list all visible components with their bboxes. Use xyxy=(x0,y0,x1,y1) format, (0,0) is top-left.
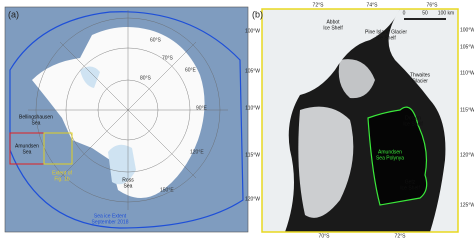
place-label: Ice Shelf xyxy=(323,25,343,31)
sea-ice-label: September 2018 xyxy=(92,219,129,225)
place-labels: BellingshausenSeaAmundsenSeaRossSeaExten… xyxy=(15,114,134,225)
panel-a: (a) 60°S 70°S 80°S 90°E 120°E 150°E 60°E Belli… xyxy=(4,6,249,233)
fig1b-extent-box xyxy=(43,132,73,165)
right-tick-label: 115°W xyxy=(460,107,474,113)
scale-label: 100 km xyxy=(438,10,454,16)
graticule-label: 60°S xyxy=(150,37,162,43)
top-tick-label: 74°S xyxy=(367,2,379,8)
graticule-label: 80°S xyxy=(140,75,152,81)
place-label: Dotson xyxy=(405,115,421,121)
graticule-label: 90°E xyxy=(196,105,208,111)
place-label: Thwaites xyxy=(410,72,431,78)
right-tick-label: 105°W xyxy=(460,44,474,50)
graticule-labels: 60°S 70°S 80°S 90°E 120°E 150°E 60°E xyxy=(140,37,208,193)
bottom-tick-label: 70°S xyxy=(319,233,331,239)
panel-label: (b) xyxy=(252,9,263,19)
graticule-label: 60°E xyxy=(185,67,197,73)
place-label: Pine Island Glacier xyxy=(365,29,407,35)
left-tick-label: 105°W xyxy=(245,68,260,74)
scale-label: 50 xyxy=(422,10,428,16)
top-tick-label: 76°S xyxy=(427,2,439,8)
place-label: Amundsen xyxy=(15,143,39,149)
sea-ice-extent-line xyxy=(9,11,244,229)
ice-shelf xyxy=(80,66,100,88)
right-tick-label: 110°W xyxy=(460,70,474,76)
graticule-label: 150°E xyxy=(160,187,174,193)
graticule-label: 120°E xyxy=(190,149,204,155)
place-label: Sea xyxy=(124,183,133,189)
left-tick-label: 115°W xyxy=(245,152,260,158)
place-label: Sea xyxy=(23,149,32,155)
ice xyxy=(262,9,458,232)
place-label: Ross xyxy=(122,177,134,183)
place-label: Getz xyxy=(405,179,416,185)
place-label: Sea xyxy=(32,120,41,126)
place-label: Ice Shelf xyxy=(376,35,396,41)
extent-label: Extent of xyxy=(52,170,72,176)
panel-b: (b) 72°S 74°S 76°S 70°S 72°S 100°W 105°W 110°W 1… xyxy=(245,2,474,239)
polynya-label: Amundsen xyxy=(378,149,402,155)
left-tick-label: 120°W xyxy=(245,196,260,202)
place-label: Glacier xyxy=(412,78,428,84)
scale-label: 0 xyxy=(403,10,406,16)
place-label: Abbot xyxy=(326,19,340,25)
ross-ice-shelf xyxy=(108,144,136,185)
left-tick-label: 110°W xyxy=(245,105,260,111)
panel-label: (a) xyxy=(8,9,19,19)
bottom-tick-label: 72°S xyxy=(395,233,407,239)
place-label: Bellingshausen xyxy=(19,114,53,120)
graticule-label: 70°S xyxy=(162,55,174,61)
extent-label: Fig. 1b xyxy=(54,176,70,182)
right-tick-label: 120°W xyxy=(460,152,474,158)
top-tick-label: 72°S xyxy=(313,2,325,8)
panel-frame xyxy=(261,8,459,233)
right-tick-label: 125°W xyxy=(460,202,474,208)
left-tick-label: 100°W xyxy=(245,28,260,34)
panel-b-labels: 72°S 74°S 76°S 70°S 72°S 100°W 105°W 110°W 115°W… xyxy=(245,2,474,239)
antarctica xyxy=(32,26,205,199)
graticule xyxy=(28,10,228,210)
right-tick-label: 100°W xyxy=(460,27,474,33)
polynya xyxy=(367,106,428,206)
place-label: Ice Shelf xyxy=(403,121,423,127)
place-label: Ice Shelf xyxy=(400,185,420,191)
sea-ice-label: Sea ice Extent xyxy=(94,213,127,219)
polynya-label: Sea Polynya xyxy=(376,155,404,161)
